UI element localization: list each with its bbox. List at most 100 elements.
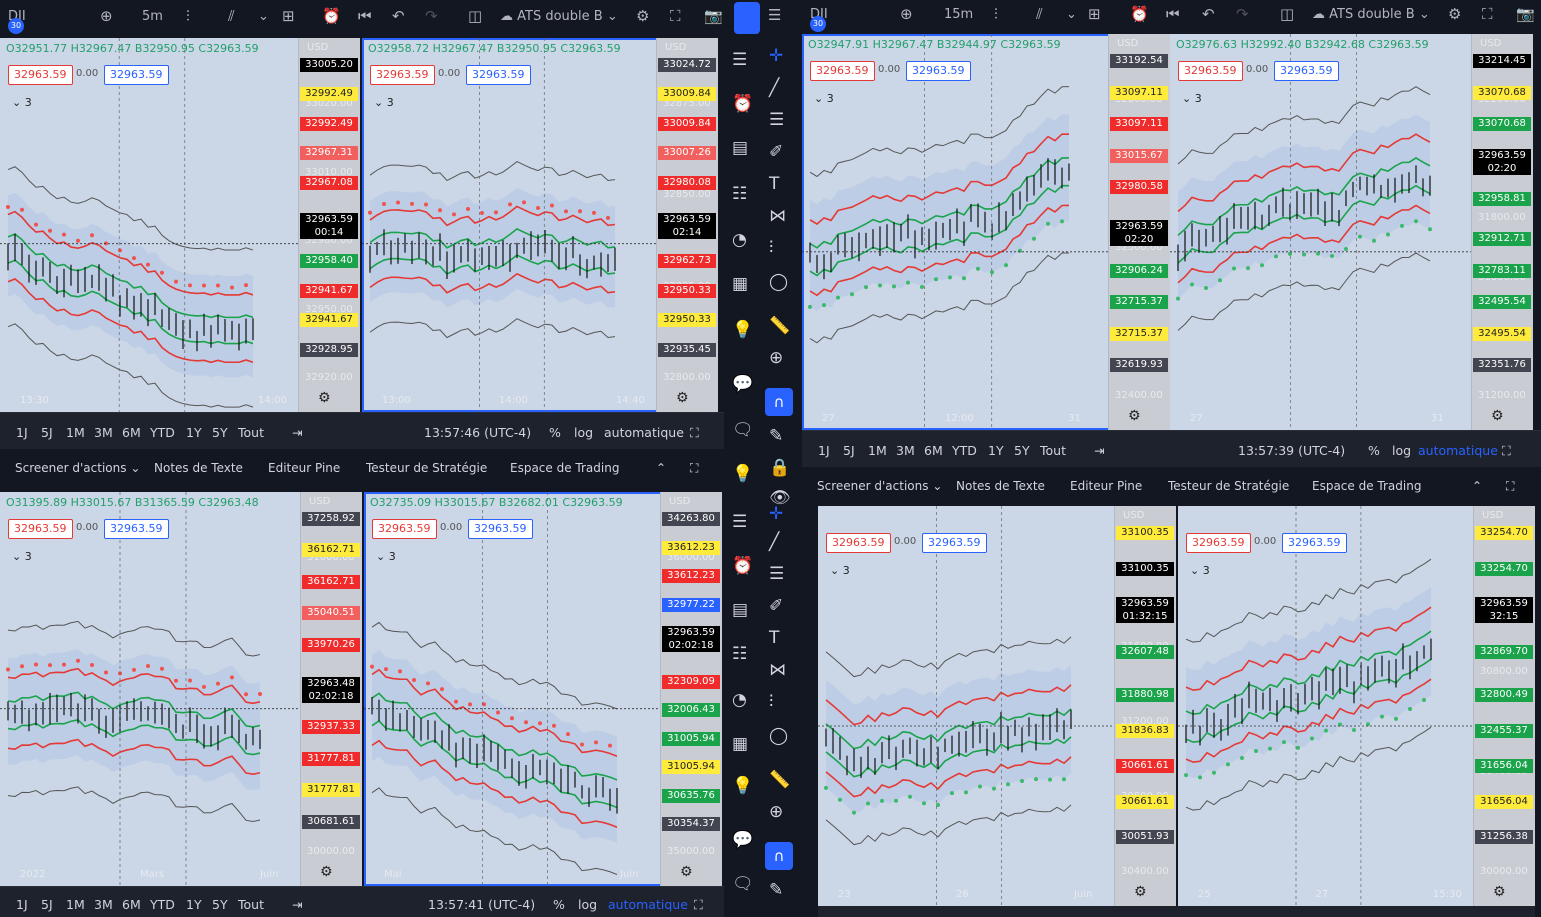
pane-settings-icon[interactable]: ⚙ <box>318 390 331 406</box>
chat-icon[interactable]: 💬 <box>732 374 754 394</box>
trendline-icon-2[interactable]: ╱ <box>769 532 780 552</box>
range-6m-b[interactable]: 6M <box>122 897 141 912</box>
chart-pane-4[interactable]: O32735.09 H33015.67 B32682.01 C32963.59 3… <box>364 492 722 886</box>
calendar-clock-icon[interactable]: ◔ <box>732 230 747 250</box>
fullscreen-icon-r[interactable]: ⛶ <box>1482 5 1493 23</box>
calendar-icon-2[interactable]: ▦ <box>732 734 749 754</box>
ask-box[interactable]: 32963.59 <box>466 65 531 85</box>
alert-icon-r[interactable]: ⏰ <box>1130 5 1149 23</box>
interval-button-r[interactable]: 15m <box>944 7 974 22</box>
tab-strategy-tester[interactable]: Testeur de Stratégie <box>366 461 488 475</box>
fib-icon-2[interactable]: ☰ <box>769 564 785 584</box>
alerts-icon-2[interactable]: ⏰ <box>732 556 754 576</box>
pane-settings-icon[interactable]: ⚙ <box>676 390 689 406</box>
streams-icon-2[interactable]: 🗨 <box>732 874 754 894</box>
pattern-icon[interactable]: ⋈ <box>769 206 786 226</box>
range-3m-r[interactable]: 3M <box>896 443 915 458</box>
maximize-icon[interactable]: ⛶ <box>690 425 699 440</box>
time-axis[interactable]: 13:00 14:00 14:40 <box>362 390 656 412</box>
range-all[interactable]: Tout <box>238 425 264 440</box>
time-axis[interactable]: 13:30 14:00 <box>0 390 298 412</box>
zoom-icon[interactable]: ⊕ <box>769 348 784 368</box>
calendar-clock-icon-2[interactable]: ◔ <box>732 690 747 710</box>
ask-box[interactable]: 32963.59 <box>906 61 971 81</box>
menu-icon[interactable]: ☰ <box>768 6 782 24</box>
undo-icon-r[interactable]: ↶ <box>1202 5 1215 23</box>
tab-pine-editor[interactable]: Editeur Pine <box>268 461 341 475</box>
shapes-icon[interactable]: ◯ <box>769 272 789 292</box>
ideas-icon-2[interactable]: 💡 <box>732 776 754 796</box>
magnet-icon[interactable]: ∩ <box>765 388 793 416</box>
time-axis[interactable]: 25 27 15:30 <box>1178 884 1473 906</box>
prediction-icon-2[interactable]: ⫶ <box>769 692 774 712</box>
percent-toggle-r[interactable]: % <box>1368 443 1380 458</box>
range-all-r[interactable]: Tout <box>1040 443 1066 458</box>
watchlist-icon-2[interactable]: ☰ <box>732 512 748 532</box>
time-axis[interactable]: Mai Juin <box>364 864 660 886</box>
bid-box[interactable]: 32963.59 <box>810 61 875 81</box>
range-1j[interactable]: 1J <box>16 425 28 440</box>
tab-notes-r[interactable]: Notes de Texte <box>956 479 1045 493</box>
bid-box[interactable]: 32963.59 <box>370 65 435 85</box>
panel-icon-r[interactable]: ◫ <box>1280 5 1295 23</box>
chart-pane-1[interactable]: O32951.77 H32967.47 B32950.95 C32963.59 3… <box>0 38 360 412</box>
pane-settings-icon[interactable]: ⚙ <box>1493 884 1506 900</box>
price-axis[interactable]: USD32875.0032850.0032825.0032800.0033024… <box>656 38 718 412</box>
price-axis[interactable]: USD32000.0030800.0030400.0030000.0033254… <box>1473 506 1535 906</box>
ruler-icon[interactable]: 📏 <box>769 316 791 336</box>
bid-box[interactable]: 32963.59 <box>826 533 891 553</box>
time-axis[interactable]: 23 26 Juin <box>818 884 1114 906</box>
log-toggle[interactable]: log <box>574 425 594 440</box>
brush-icon[interactable]: ✐ <box>769 142 784 162</box>
tab-strategy-tester-r[interactable]: Testeur de Stratégie <box>1168 479 1290 493</box>
range-ytd[interactable]: YTD <box>150 425 175 440</box>
range-1y[interactable]: 1Y <box>186 425 202 440</box>
alerts-icon[interactable]: ⏰ <box>732 94 754 114</box>
maximize-panel-icon-r[interactable]: ⛶ <box>1506 479 1515 493</box>
layout-icon-r[interactable]: ⊞ <box>1088 5 1101 23</box>
symbol-button[interactable]: 30 DJI <box>8 9 26 34</box>
layout-name-button-r[interactable]: ☁ ATS double B ⌄ <box>1312 7 1430 22</box>
tab-screener[interactable]: Screener d'actions ⌄ <box>15 461 141 475</box>
lock-icon[interactable]: 🔒 <box>769 458 791 478</box>
bid-box[interactable]: 32963.59 <box>372 519 437 539</box>
brush-icon-2[interactable]: ✐ <box>769 596 784 616</box>
indicator-count[interactable]: ⌄ 3 <box>1190 564 1210 577</box>
pane-settings-icon[interactable]: ⚙ <box>1128 408 1141 424</box>
undo-icon[interactable]: ↶ <box>392 7 405 25</box>
trendline-icon[interactable]: ╱ <box>769 78 780 98</box>
ask-box[interactable]: 32963.59 <box>922 533 987 553</box>
bid-box[interactable]: 32963.59 <box>8 519 73 539</box>
percent-toggle-b[interactable]: % <box>553 897 565 912</box>
tab-trading-panel[interactable]: Espace de Trading <box>510 461 620 475</box>
bid-box[interactable]: 32963.59 <box>8 65 73 85</box>
range-5y[interactable]: 5Y <box>212 425 228 440</box>
indicator-count[interactable]: ⌄ 3 <box>1182 92 1202 105</box>
hotlist-icon-2[interactable]: ☷ <box>732 644 748 664</box>
lock-drawing-icon-2[interactable]: ✎ <box>769 880 784 900</box>
range-5y-r[interactable]: 5Y <box>1014 443 1030 458</box>
streams-icon[interactable]: 🗨 <box>732 420 754 440</box>
range-6m-r[interactable]: 6M <box>924 443 943 458</box>
price-axis[interactable]: USD 36000.00 35000.00 34263.80 33612.23 33612… <box>660 492 722 886</box>
chat-icon-2[interactable]: 💬 <box>732 830 754 850</box>
symbol-button-r[interactable]: 30 DJI <box>810 7 828 32</box>
crosshair-icon[interactable]: ✛ <box>769 46 784 66</box>
watchlist-icon[interactable]: ☰ <box>732 50 748 70</box>
indicator-count[interactable]: ⌄ 3 <box>374 96 394 109</box>
auto-toggle[interactable]: automatique <box>604 425 684 440</box>
prediction-icon[interactable]: ⫶ <box>769 238 774 258</box>
indicators-icon[interactable]: ⫽ <box>228 7 235 25</box>
goto-date-icon[interactable]: ⇥ <box>292 425 303 440</box>
publish-button[interactable] <box>734 2 760 34</box>
bid-box[interactable]: 32963.59 <box>1178 61 1243 81</box>
range-ytd-b[interactable]: YTD <box>150 897 175 912</box>
time-axis[interactable]: 27 12:00 31 <box>802 408 1108 430</box>
price-axis[interactable]: USD32800.0032500.0032400.0033192.5433097… <box>1108 34 1170 430</box>
layout-icon[interactable]: ⊞ <box>282 7 295 25</box>
auto-toggle-r[interactable]: automatique <box>1418 443 1498 458</box>
ask-box[interactable]: 32963.59 <box>1274 61 1339 81</box>
crosshair-icon-2[interactable]: ✛ <box>769 504 784 524</box>
bar-style-icon[interactable]: ⫶ <box>186 7 190 25</box>
indicator-count[interactable]: ⌄ 3 <box>814 92 834 105</box>
